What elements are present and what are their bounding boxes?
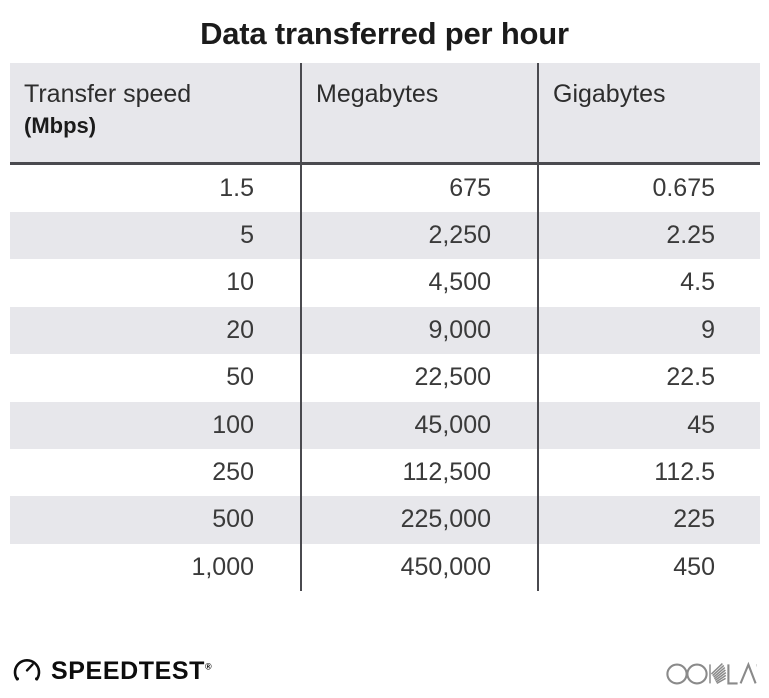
cell-speed: 100 [212, 410, 254, 439]
page-title: Data transferred per hour [200, 16, 569, 51]
column-header-megabytes: Megabytes [300, 63, 538, 165]
data-transferred-table: Transfer speed (Mbps) Megabytes Gigabyte… [10, 63, 760, 592]
speedtest-trademark-symbol: ® [205, 661, 212, 672]
cell-gigabytes: 9 [537, 306, 760, 355]
cell-speed: 1,000 [191, 552, 254, 581]
cell-gigabytes: 22.5 [537, 354, 760, 402]
cell-megabytes: 45,000 [300, 401, 538, 449]
cell-speed: 500 [212, 505, 254, 534]
cell-gigabytes: 225 [537, 496, 760, 544]
cell-speed: 5 [240, 220, 254, 249]
cell-megabytes: 112,500 [300, 448, 538, 497]
cell-gigabytes: 450 [537, 543, 760, 592]
cell-gigabytes: 4.5 [537, 259, 760, 307]
column-header-transfer-speed-line1: Transfer speed [24, 80, 192, 108]
cell-megabytes: 225,000 [300, 496, 538, 544]
speedtest-wordmark: SPEEDTEST® [51, 659, 212, 684]
cell-speed: 250 [212, 457, 254, 486]
table-row: 50 22,500 22.5 [10, 354, 760, 402]
cell-speed: 20 [226, 315, 254, 344]
cell-gigabytes: 45 [537, 401, 760, 449]
cell-megabytes: 450,000 [300, 543, 538, 592]
column-header-gigabytes: Gigabytes [537, 63, 760, 165]
ookla-trademark-symbol: ™ [756, 664, 757, 670]
table-row: 10 4,500 4.5 [10, 259, 760, 307]
table-row: 1.5 675 0.675 [10, 163, 760, 212]
cell-megabytes: 2,250 [300, 211, 538, 260]
cell-gigabytes: 2.25 [537, 211, 760, 260]
speedtest-logo: SPEEDTEST® [12, 654, 212, 689]
cell-megabytes: 9,000 [300, 306, 538, 355]
table-row: 100 45,000 45 [10, 401, 760, 449]
cell-speed: 1.5 [219, 173, 254, 202]
speedtest-wordmark-text: SPEEDTEST [51, 657, 206, 685]
table-row: 5 2,250 2.25 [10, 211, 760, 260]
table-header: Transfer speed (Mbps) Megabytes Gigabyte… [10, 63, 760, 165]
cell-megabytes: 22,500 [300, 354, 538, 402]
table-container: Transfer speed (Mbps) Megabytes Gigabyte… [10, 63, 760, 592]
table-body: 1.5 675 0.675 5 2,250 2.25 10 4,500 4.5 20 9,000 9 5… [10, 163, 760, 592]
ookla-logo: ™ [665, 658, 761, 693]
footer: SPEEDTEST® [0, 646, 769, 698]
table-row: 500 225,000 225 [10, 496, 760, 544]
cell-speed: 10 [226, 268, 254, 297]
table-row: 1,000 450,000 450 [10, 543, 760, 592]
column-header-transfer-speed: Transfer speed (Mbps) [10, 63, 301, 165]
cell-gigabytes: 0.675 [537, 163, 760, 212]
table-row: 250 112,500 112.5 [10, 448, 760, 497]
ookla-wordmark-icon: ™ [665, 658, 761, 693]
column-header-megabytes-label: Megabytes [316, 80, 439, 108]
cell-megabytes: 4,500 [300, 259, 538, 307]
cell-megabytes: 675 [300, 163, 538, 212]
cell-gigabytes: 112.5 [537, 448, 760, 497]
header-row: Transfer speed (Mbps) Megabytes Gigabyte… [10, 63, 760, 165]
table-row: 20 9,000 9 [10, 306, 760, 355]
cell-speed: 50 [226, 363, 254, 392]
column-header-gigabytes-label: Gigabytes [553, 80, 666, 108]
speedometer-gauge-icon [12, 654, 42, 689]
column-header-transfer-speed-unit: (Mbps) [24, 113, 97, 138]
